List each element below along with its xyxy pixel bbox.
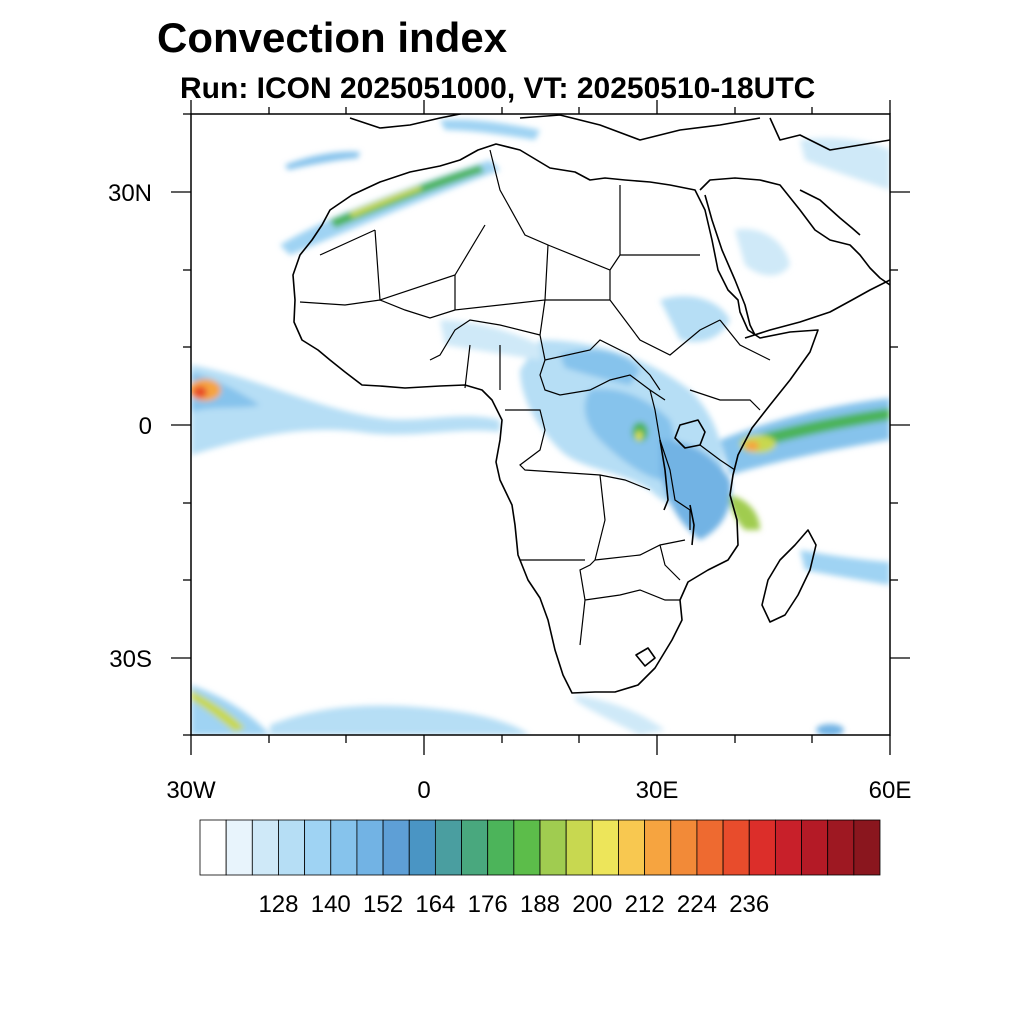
field-central-yellow xyxy=(636,431,642,441)
field-indian-band xyxy=(720,398,890,475)
mediterranean-north xyxy=(349,114,890,151)
legend-swatch xyxy=(618,819,646,876)
lake-tanganyika xyxy=(659,439,669,511)
x-tick-label-0: 0 xyxy=(417,777,430,804)
coastlines xyxy=(292,114,890,694)
legend-label: 212 xyxy=(625,891,665,918)
field-nw-core xyxy=(330,165,484,228)
legend-label: 224 xyxy=(677,891,717,918)
arabia-coast xyxy=(699,177,890,286)
legend-swatch xyxy=(356,819,384,876)
field-central-core xyxy=(584,389,676,480)
legend-label: 152 xyxy=(363,891,403,918)
country-borders xyxy=(299,149,771,646)
legend-swatch xyxy=(644,819,672,876)
field-mozambique-channel xyxy=(800,550,890,585)
legend-swatch xyxy=(801,819,829,876)
field-indian-core xyxy=(740,408,890,452)
legend-swatch xyxy=(774,819,802,876)
border-lines xyxy=(299,149,771,646)
field-far-south xyxy=(816,724,844,735)
legend-label: 236 xyxy=(729,891,769,918)
legend-label: 140 xyxy=(311,891,351,918)
legend-swatch xyxy=(827,819,855,876)
field-south-atlantic-core xyxy=(191,690,245,732)
y-tick-label-0: 0 xyxy=(139,413,152,440)
color-legend-labels: 128 140 152 164 176 188 200 212 224 236 xyxy=(258,891,769,918)
plot-title: Convection index xyxy=(157,14,508,61)
field-west-africa xyxy=(440,320,540,360)
legend-swatch xyxy=(330,819,358,876)
y-tick-label-30n: 30N xyxy=(108,180,152,207)
legend-swatch xyxy=(251,819,279,876)
legend-swatch xyxy=(382,819,410,876)
legend-swatch xyxy=(408,819,436,876)
color-legend xyxy=(199,819,881,876)
legend-swatch xyxy=(199,819,227,876)
field-lakes-region xyxy=(660,440,731,540)
lake-malawi xyxy=(689,504,695,546)
legend-swatch xyxy=(591,819,619,876)
legend-swatch xyxy=(461,819,489,876)
field-atlantic-hot-2 xyxy=(193,386,207,398)
legend-swatch xyxy=(853,819,881,876)
africa-coastline xyxy=(292,143,819,694)
field-ethiopia xyxy=(660,296,730,342)
y-tick-label-30s: 30S xyxy=(109,646,152,673)
field-cape xyxy=(575,695,665,735)
axis-ticks xyxy=(171,100,910,755)
field-arabian-sea xyxy=(800,138,890,190)
legend-swatch xyxy=(722,819,750,876)
field-north-atl-streak xyxy=(285,151,360,170)
field-south-sudan xyxy=(560,350,640,385)
arabia-south-coast xyxy=(744,279,890,339)
legend-label: 164 xyxy=(415,891,455,918)
legend-swatch xyxy=(565,819,593,876)
plot-subtitle: Run: ICON 2025051000, VT: 20250510-18UTC xyxy=(180,72,816,105)
field-kenya-hot-2 xyxy=(745,441,759,451)
field-southern-ocean xyxy=(270,705,530,735)
legend-swatch xyxy=(539,819,567,876)
legend-swatch xyxy=(670,819,698,876)
legend-swatch xyxy=(487,819,515,876)
red-sea-east xyxy=(704,194,756,336)
field-nw-core-2 xyxy=(350,186,422,218)
lesotho xyxy=(635,647,656,667)
legend-swatch xyxy=(434,819,462,876)
legend-swatch xyxy=(225,819,253,876)
legend-label: 176 xyxy=(468,891,508,918)
field-atlantic-band xyxy=(191,365,500,455)
x-tick-label-60e: 60E xyxy=(869,777,912,804)
field-arabia xyxy=(735,229,790,276)
madagascar xyxy=(761,529,817,623)
persian-gulf xyxy=(799,189,861,236)
field-north-streak-2 xyxy=(440,119,540,140)
legend-swatch xyxy=(513,819,541,876)
convection-field xyxy=(191,119,890,735)
field-tanzania xyxy=(729,495,760,530)
legend-swatch xyxy=(696,819,724,876)
legend-swatch xyxy=(304,819,332,876)
legend-label: 200 xyxy=(572,891,612,918)
x-tick-label-30w: 30W xyxy=(166,777,216,804)
legend-label: 188 xyxy=(520,891,560,918)
x-tick-label-30e: 30E xyxy=(636,777,679,804)
legend-swatch xyxy=(278,819,306,876)
field-south-atlantic xyxy=(191,685,270,735)
legend-label: 128 xyxy=(258,891,298,918)
legend-swatch xyxy=(748,819,776,876)
